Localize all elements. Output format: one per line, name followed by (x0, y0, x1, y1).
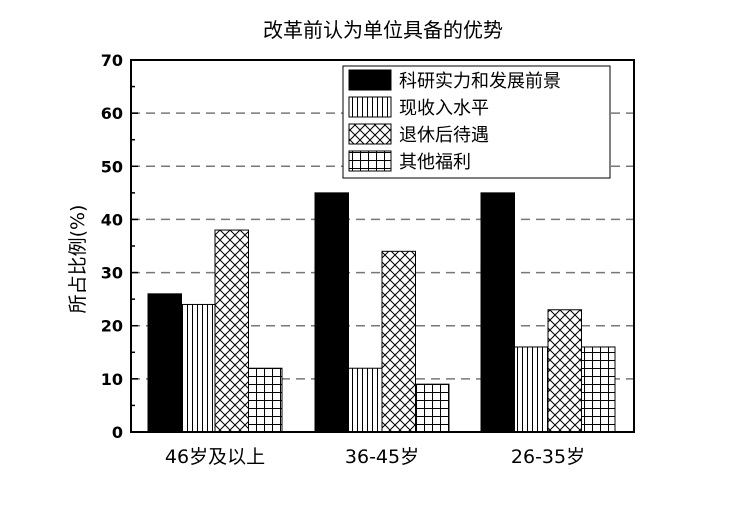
bar (147, 293, 182, 433)
x-tick-label: 46岁及以上 (165, 446, 265, 468)
bar (381, 250, 416, 433)
chart-title: 改革前认为单位具备的优势 (263, 18, 503, 42)
x-tick-label: 26-35岁 (511, 446, 585, 468)
y-tick-label: 10 (101, 370, 123, 389)
x-tick-label: 36-45岁 (345, 446, 419, 468)
legend-label: 其他福利 (399, 152, 471, 173)
bar (348, 367, 383, 433)
bar (514, 346, 549, 433)
bar (415, 383, 450, 433)
y-axis-label: 所占比例(%) (67, 205, 89, 314)
y-tick-label: 40 (101, 210, 123, 229)
bar (181, 303, 216, 433)
bar (314, 192, 349, 433)
legend-label: 科研实力和发展前景 (399, 71, 561, 92)
legend-label: 现收入水平 (399, 98, 489, 119)
y-tick-label: 0 (112, 423, 123, 442)
legend-swatch (348, 150, 392, 172)
y-tick-label: 50 (101, 157, 123, 176)
bar (581, 346, 616, 433)
legend-swatch (348, 123, 392, 145)
bar (480, 192, 515, 433)
y-tick-label: 70 (101, 51, 123, 70)
y-tick-label: 30 (101, 264, 123, 283)
y-tick-label: 60 (101, 104, 123, 123)
bar (547, 309, 582, 433)
y-tick-label: 20 (101, 317, 123, 336)
legend-label: 退休后待遇 (399, 125, 489, 146)
legend-swatch (348, 96, 392, 118)
bar (248, 367, 283, 433)
bar (214, 229, 249, 433)
legend-swatch (348, 69, 392, 91)
